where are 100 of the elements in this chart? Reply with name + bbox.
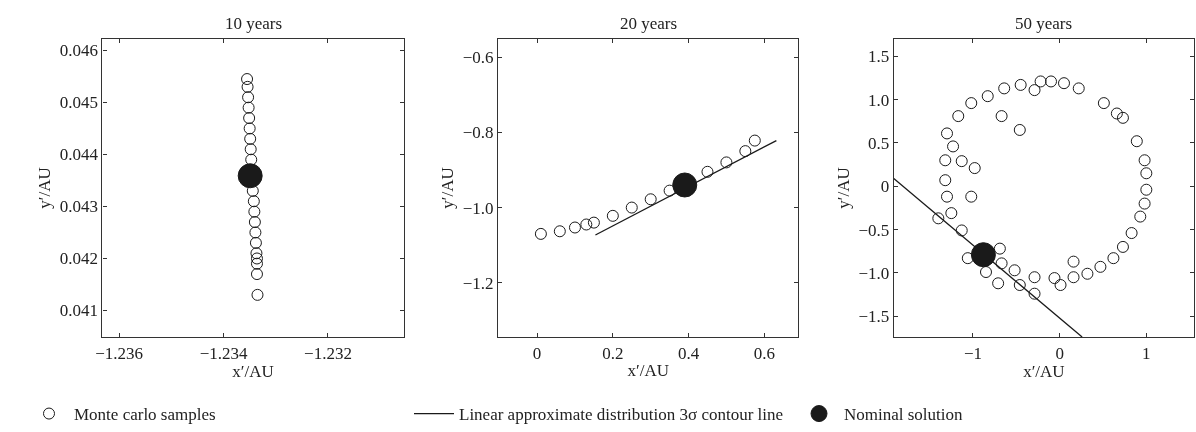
y-tick-label: −1.5 [858,307,890,327]
point [1013,123,1026,136]
point [998,82,1011,95]
y-tick-label: 0.041 [59,301,98,321]
y-tick-label: 0.044 [59,145,99,165]
point [965,97,978,110]
y-tick-label: 1.0 [868,90,890,110]
point [955,155,968,168]
x-tick-label: 0.6 [753,343,775,363]
point [249,226,262,239]
y-tick-label: 0.042 [59,249,98,269]
point [672,172,698,198]
point [1028,271,1041,284]
legend-label: Monte carlo samples [74,405,216,425]
point [1054,279,1067,292]
point [941,190,953,203]
point [947,140,960,153]
point [241,73,254,86]
x-axis-title: x′/AU [232,362,274,382]
point [939,174,952,187]
point [242,91,255,104]
y-tick-label: 0.045 [59,93,98,113]
y-tick-label: 1.5 [868,47,890,67]
point [945,207,958,220]
point [250,252,263,265]
point [1028,84,1041,97]
point [244,132,257,145]
point [1107,252,1120,265]
point [1008,264,1021,277]
point [1110,107,1123,120]
y-tick-label: 0 [880,177,890,197]
point [1125,227,1138,240]
point [961,252,974,265]
point [243,112,256,125]
y-tick-label: −0.6 [462,48,494,68]
point [1081,267,1094,280]
point [952,110,965,123]
x-tick-label: 0.4 [677,343,700,363]
point [965,190,978,203]
point [568,221,581,234]
point [1013,279,1026,292]
point [939,154,952,167]
point [720,156,733,169]
point [247,195,260,208]
y-tick-label: 0.046 [59,41,98,61]
point [1034,75,1047,88]
point [1140,167,1153,180]
x-axis-title: x′/AU [627,360,669,380]
point [748,134,761,147]
point [237,163,263,189]
y-tick-label: −1.0 [462,198,494,218]
x-tick-label: −1.232 [304,343,352,363]
chart-title: 10 years [225,14,283,33]
point [244,143,257,156]
point [1028,287,1041,300]
x-tick-label: −1.234 [199,343,248,363]
point [1138,154,1151,167]
point [663,184,676,197]
point [1116,111,1129,124]
chart-title: 50 years [1015,14,1073,33]
point [941,127,953,140]
point [993,242,1006,255]
y-axis-title: y′/AU [438,167,458,209]
point [1134,210,1147,223]
legend-label: Nominal solution [844,405,964,425]
x-tick-label: −1 [963,343,983,363]
point [981,90,994,103]
point [1072,82,1085,95]
point [1058,77,1070,90]
point [1097,97,1110,110]
point [580,218,593,231]
point [553,225,566,238]
point [995,110,1008,123]
point [1045,75,1057,88]
point [1116,240,1129,253]
point [1094,260,1107,273]
y-tick-label: −1.0 [858,263,890,283]
point [534,227,547,240]
y-tick-label: 0.043 [59,197,98,217]
y-tick-label: −0.5 [858,220,890,240]
point [932,212,945,225]
point [1067,255,1080,268]
point [1130,135,1143,148]
point [995,257,1008,270]
point [241,80,254,93]
point [245,153,258,166]
point [980,266,992,279]
point [739,145,752,158]
point [992,277,1005,290]
point [1067,271,1080,284]
point [242,101,255,114]
point [968,162,981,175]
point [250,257,263,270]
point [625,201,638,214]
point [1014,78,1027,91]
x-tick-label: −1.236 [95,343,144,363]
point [955,224,968,237]
point [970,242,996,268]
y-tick-label: 0.5 [868,133,890,153]
point [644,193,657,206]
